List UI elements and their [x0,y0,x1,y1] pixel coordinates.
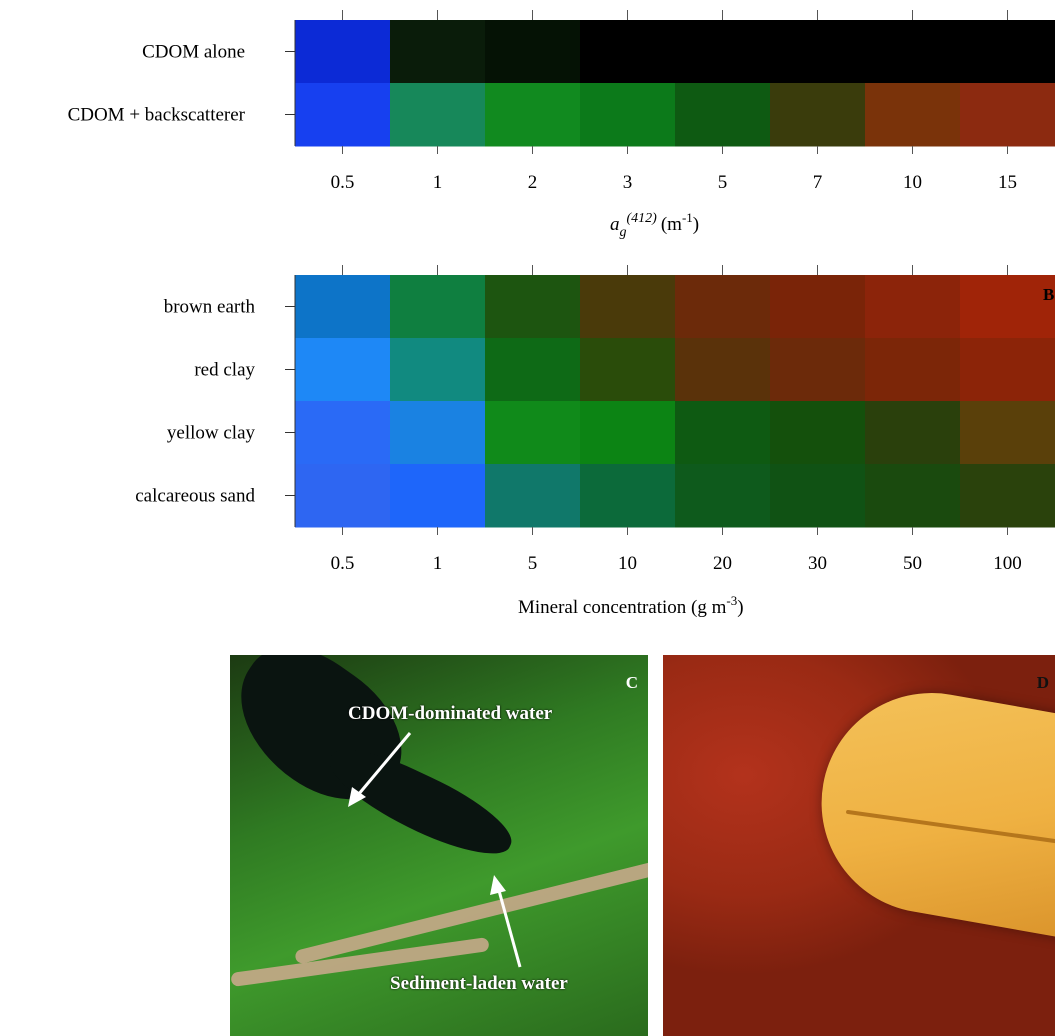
tick-label: 3 [623,172,633,193]
panel-b-letter: B [1043,285,1054,304]
xlabel-unit-pre: (m [661,214,682,235]
tick-label: 10 [903,172,922,193]
tick-label: 0.5 [331,553,355,574]
heatmap-cell [865,401,961,465]
heatmap-cell [960,83,1055,147]
heatmap-cell [580,401,676,465]
heatmap-cell [485,401,581,465]
heatmap-cell [295,464,391,528]
heatmap-cell [770,83,866,147]
heatmap-cell [390,338,486,402]
heatmap-cell [770,20,866,84]
heatmap-cell [485,464,581,528]
tick-label: 0.5 [331,172,355,193]
tick-label: 30 [808,553,827,574]
panel-b-xlabel: Mineral concentration (g m-3) [518,593,744,618]
photo-d-letter: D [1036,673,1049,692]
xlabel-unit-post: ) [693,214,699,235]
row-label: red clay [194,360,255,381]
panel-b: brown earth red clay yellow clay calcareous… [135,265,1055,574]
heatmap-cell [675,401,771,465]
heatmap-cell [675,20,771,84]
heatmap-cell [675,464,771,528]
photo-c-label-bottom: Sediment-laden water [390,973,568,994]
row-label: CDOM + backscatterer [68,105,246,126]
tick-label: 1 [433,553,443,574]
heatmap-cell [295,20,391,84]
tick-label: 1 [433,172,443,193]
xlabel-g-sub: g [620,225,627,240]
heatmap-cell [865,83,961,147]
heatmap-cell [295,83,391,147]
tick-label: 100 [993,553,1022,574]
heatmap-cell [960,401,1055,465]
heatmap-cell [960,20,1055,84]
heatmap-cell [960,338,1055,402]
heatmap-cell [770,275,866,339]
paddle-photo-d: D [663,655,1055,1036]
heatmap-cell [865,275,961,339]
heatmap-cell [770,338,866,402]
heatmap-cell [580,20,676,84]
heatmap-cell [485,83,581,147]
heatmap-cell [580,464,676,528]
heatmap-cell [580,275,676,339]
tick-label: 7 [813,172,823,193]
heatmap-cell [865,20,961,84]
heatmap-cell [770,401,866,465]
satellite-photo-c: C CDOM-dominated water Sediment-laden wa… [230,655,648,1036]
heatmap-cell [390,464,486,528]
heatmap-cell [295,401,391,465]
row-label: calcareous sand [135,486,255,507]
heatmap-cell [485,275,581,339]
xlabel-b-sup: -3 [726,593,737,608]
row-label: CDOM alone [142,42,245,63]
panel-a-letter: A [1043,30,1055,49]
xlabel-b-pre: Mineral concentration (g m [518,597,727,618]
arrow-sediment [496,886,522,968]
xlabel-b-post: ) [737,597,743,618]
xlabel-a: a [610,214,620,235]
heatmap-cell [960,464,1055,528]
tick-label: 5 [718,172,728,193]
heatmap-cell [675,338,771,402]
heatmap-cell [485,338,581,402]
tick-label: 20 [713,553,732,574]
tick-label: 5 [528,553,538,574]
heatmap-cell [485,20,581,84]
panel-a: CDOM alone CDOM + backscatterer 0.5 1 2 3 5 7 10… [68,10,1055,193]
heatmap-cell [865,338,961,402]
heatmap-cell [580,338,676,402]
xlabel-412: (412) [627,211,658,226]
row-label: yellow clay [167,423,256,444]
tick-label: 50 [903,553,922,574]
heatmap-cell [295,338,391,402]
heatmap-cell [675,83,771,147]
heatmap-cell [580,83,676,147]
arrow-sediment-head [490,875,506,895]
row-label: brown earth [164,297,256,318]
heatmap-cell [295,275,391,339]
tick-label: 10 [618,553,637,574]
arrow-cdom-head [348,787,366,807]
heatmap-cell [770,464,866,528]
panel-a-xlabel: ag(412) (m-1) [610,210,699,240]
heatmap-cell [865,464,961,528]
heatmap-cell [390,83,486,147]
heatmap-cell [390,401,486,465]
xlabel-unit-sup: -1 [682,210,693,225]
photo-c-label-top: CDOM-dominated water [348,703,553,724]
heatmap-cell [390,20,486,84]
arrow-cdom [356,732,412,796]
tick-label: 2 [528,172,538,193]
photo-c-letter: C [625,673,638,692]
heatmap-cell [960,275,1055,339]
tick-label: 15 [998,172,1017,193]
annotation-arrows [348,732,522,968]
paddle-blade [804,675,1055,945]
heatmap-cell [390,275,486,339]
heatmap-cell [675,275,771,339]
